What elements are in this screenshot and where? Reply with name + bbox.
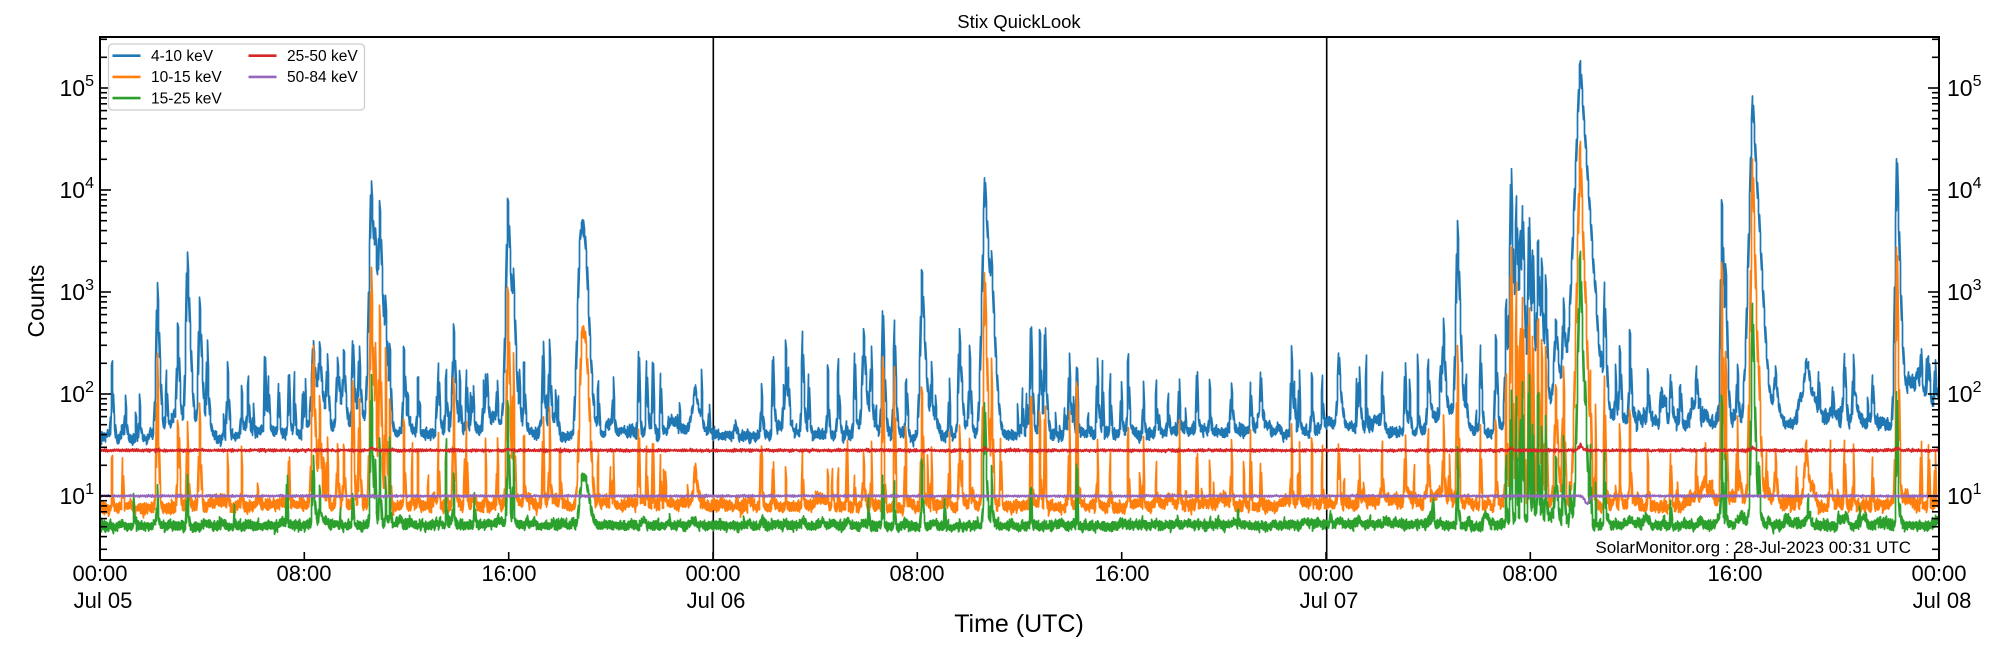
svg-text:16:00: 16:00 [1707,561,1762,586]
svg-text:00:00: 00:00 [685,561,740,586]
svg-text:Stix QuickLook: Stix QuickLook [957,11,1081,32]
svg-text:Jul 05: Jul 05 [74,588,133,613]
svg-text:101: 101 [60,481,95,509]
svg-text:16:00: 16:00 [1094,561,1149,586]
svg-text:104: 104 [60,175,95,203]
svg-text:Time (UTC): Time (UTC) [954,610,1084,638]
svg-text:00:00: 00:00 [1911,561,1966,586]
svg-text:00:00: 00:00 [1298,561,1353,586]
svg-text:25-50 keV: 25-50 keV [287,48,358,65]
svg-text:08:00: 08:00 [276,561,331,586]
svg-text:102: 102 [60,379,95,407]
svg-text:50-84 keV: 50-84 keV [287,69,358,86]
svg-text:16:00: 16:00 [481,561,536,586]
svg-text:Counts: Counts [23,265,49,338]
svg-text:4-10 keV: 4-10 keV [151,48,214,65]
svg-text:Jul 07: Jul 07 [1300,588,1359,613]
svg-text:Jul 08: Jul 08 [1913,588,1972,613]
svg-text:08:00: 08:00 [1502,561,1557,586]
svg-text:08:00: 08:00 [889,561,944,586]
svg-text:00:00: 00:00 [72,561,127,586]
svg-text:15-25 keV: 15-25 keV [151,90,222,107]
svg-text:Jul 06: Jul 06 [687,588,746,613]
svg-text:SolarMonitor.org : 28-Jul-2023: SolarMonitor.org : 28-Jul-2023 00:31 UTC [1595,538,1911,557]
svg-text:10-15 keV: 10-15 keV [151,69,222,86]
